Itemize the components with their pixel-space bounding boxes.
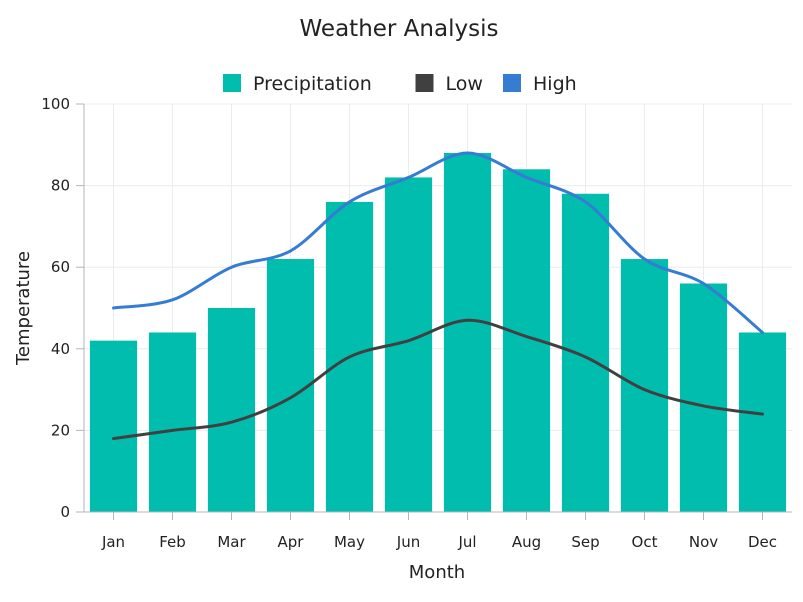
- x-tick-label-dec: Dec: [748, 533, 777, 551]
- chart-title: Weather Analysis: [300, 16, 499, 42]
- x-tick-label-sep: Sep: [571, 533, 599, 551]
- x-tick-label-apr: Apr: [278, 533, 305, 551]
- bar-feb: [148, 332, 197, 512]
- y-axis-title: Temperature: [13, 251, 34, 366]
- precipitation-bars: [89, 152, 787, 513]
- bar-oct: [620, 259, 669, 512]
- x-tick-label-jan: Jan: [101, 533, 125, 551]
- x-tick-label-nov: Nov: [689, 533, 718, 551]
- x-tick-label-feb: Feb: [159, 533, 186, 551]
- x-axis-title: Month: [409, 562, 465, 583]
- bar-jul: [443, 152, 492, 512]
- line-high: [112, 151, 764, 334]
- series-lines: [112, 151, 764, 441]
- bar-jan: [89, 340, 138, 512]
- bar-nov: [679, 283, 728, 512]
- line-low: [112, 318, 764, 441]
- legend-swatch-high: [503, 74, 521, 92]
- legend-label-low: Low: [446, 73, 483, 95]
- legend-swatch-precipitation: [223, 74, 241, 92]
- bar-dec: [738, 332, 787, 512]
- x-tick-label-aug: Aug: [512, 533, 541, 551]
- y-tick-label: 20: [51, 421, 70, 439]
- legend-label-precipitation: Precipitation: [253, 73, 372, 95]
- y-tick-label: 80: [51, 177, 70, 195]
- y-tick-label: 0: [60, 503, 70, 521]
- axes: [76, 103, 792, 520]
- x-tick-label-jun: Jun: [396, 533, 420, 551]
- bar-sep: [561, 193, 610, 512]
- x-tick-label-oct: Oct: [632, 533, 658, 551]
- tick-labels: 0 20 40 60 80 100 Jan Feb Mar Apr May Jun Jul Aug Sep O…: [41, 95, 777, 551]
- legend-swatch-low: [415, 74, 434, 92]
- bar-mar: [207, 308, 256, 512]
- legend-label-high: High: [533, 73, 577, 95]
- y-tick-label: 60: [51, 258, 70, 276]
- y-tick-label: 100: [41, 95, 70, 113]
- x-tick-label-jul: Jul: [457, 533, 476, 551]
- legend: Precipitation Low High: [223, 73, 577, 95]
- x-tick-label-mar: Mar: [217, 533, 246, 551]
- y-tick-label: 40: [51, 340, 70, 358]
- x-tick-label-may: May: [334, 533, 365, 551]
